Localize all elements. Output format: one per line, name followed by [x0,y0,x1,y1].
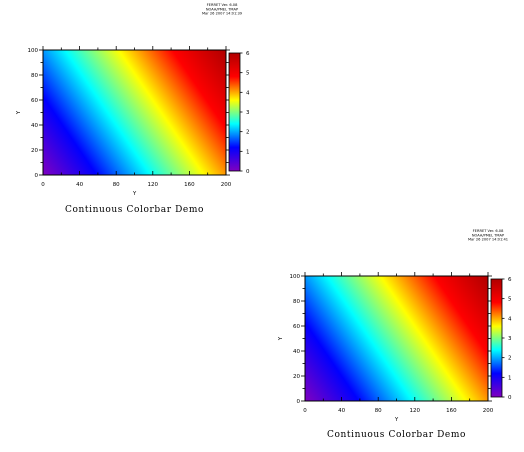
y-tick-label: 20 [293,374,300,380]
colorbar-tick-label: 4 [246,90,250,96]
header-stamp-line: Mar 26 2007 14:01:39 [202,12,243,16]
x-axis-label: Y [394,417,399,423]
x-tick-label: 160 [184,182,195,188]
chart-panel-2: 0 40 80 120 160 200 0 20 40 60 80 100 Y Y 0 1 2 3 4 5 6 FERRE… [278,229,512,440]
chart-panel-1: 0 40 80 120 160 200 0 20 40 60 80 100 Y Y 0 1 2 3 4 5 6 FERRE… [16,3,250,215]
header-stamp-line: FERRET Ver. 6.08 [207,3,238,7]
x-tick-label: 160 [446,408,457,414]
colorbar-tick-label: 3 [508,336,512,342]
panels: 0 40 80 120 160 200020406080100YY0123456FERRE… [16,3,512,440]
y-axis-label: Y [278,336,284,341]
y-tick-label: 40 [293,349,300,355]
y-tick-label: 0 [35,173,39,179]
colorbar [490,278,503,398]
header-stamp-line: Mar 26 2007 14:01:41 [468,238,508,242]
header-stamp-line: FERRET Ver. 6.08 [473,229,504,233]
y-tick-label: 100 [28,48,39,54]
colorbar-tick-label: 3 [246,110,250,116]
colorbar-tick-label: 5 [508,297,512,303]
x-tick-label: 40 [338,408,345,414]
x-tick-label: 200 [483,408,494,414]
x-tick-label: 120 [410,408,421,414]
y-tick-label: 20 [31,148,38,154]
colorbar-tick-label: 1 [508,375,512,381]
colorbar-tick-label: 6 [508,277,512,283]
header-stamp-line: NOAA/PMEL TMAP [472,233,505,237]
y-tick-label: 60 [31,98,38,104]
x-tick-label: 200 [221,182,232,188]
x-tick-label: 40 [76,182,83,188]
y-tick-label: 80 [31,73,38,79]
heatmap-field [305,276,488,401]
chart-title: Continuous Colorbar Demo [65,205,204,215]
heatmap-field [43,50,226,175]
colorbar-tick-label: 0 [246,169,250,175]
colorbar-tick-label: 0 [508,395,512,401]
x-tick-label: 80 [375,408,382,414]
chart-title: Continuous Colorbar Demo [327,430,466,440]
x-tick-label: 0 [41,182,45,188]
y-tick-label: 0 [297,399,301,405]
y-tick-label: 100 [290,274,301,280]
x-tick-label: 120 [148,182,159,188]
y-tick-label: 80 [293,299,300,305]
colorbar-tick-label: 6 [246,51,250,57]
colorbar-tick-label: 4 [508,316,512,322]
colorbar [228,52,241,172]
y-tick-label: 40 [31,123,38,129]
y-tick-label: 60 [293,324,300,330]
colorbar-tick-label: 2 [246,130,250,136]
x-axis-label: Y [132,191,137,197]
x-tick-label: 0 [303,408,307,414]
colorbar-tick-label: 1 [246,149,250,155]
y-axis-label: Y [16,110,22,115]
colorbar-tick-label: 2 [508,356,512,362]
x-tick-label: 80 [113,182,120,188]
header-stamp-line: NOAA/PMEL TMAP [206,7,239,11]
colorbar-tick-label: 5 [246,71,250,77]
